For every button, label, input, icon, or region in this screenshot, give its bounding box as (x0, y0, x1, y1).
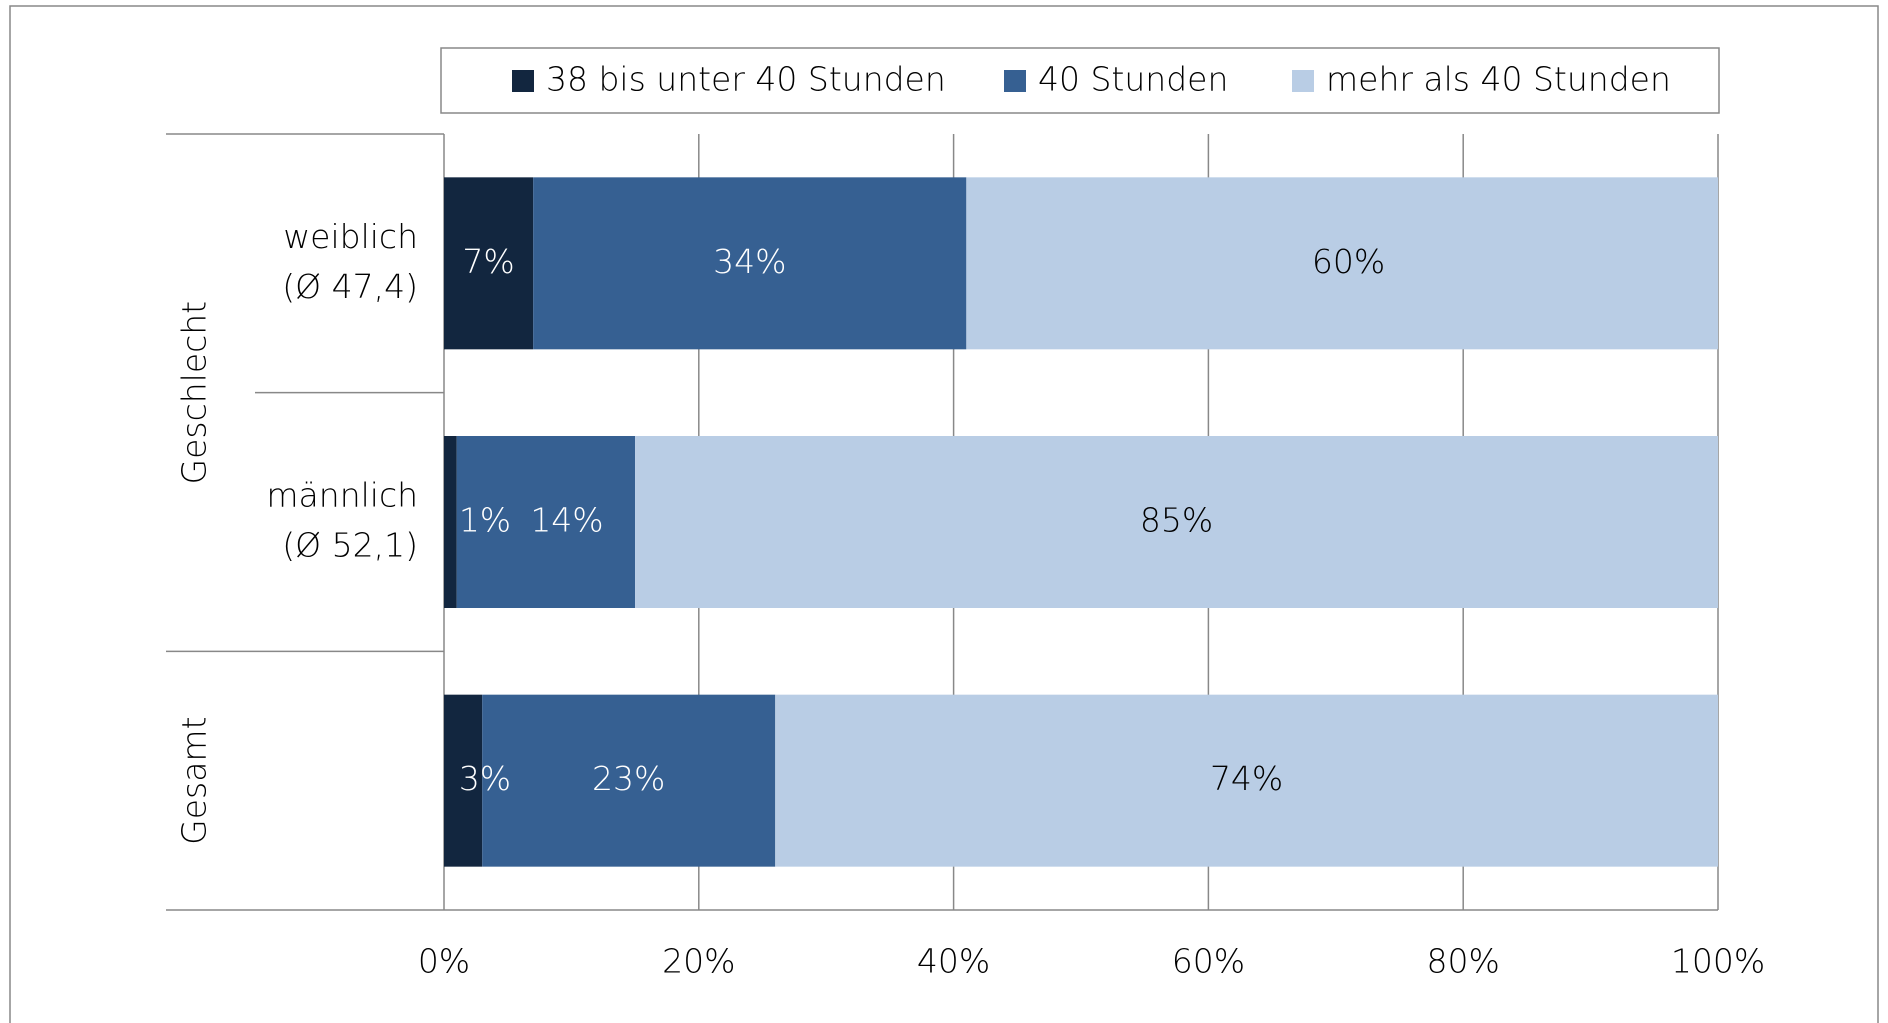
category-label: (Ø 52,1) (282, 526, 418, 565)
bar-segment (635, 436, 1718, 608)
bar-segment (444, 694, 483, 867)
bars (444, 177, 1718, 867)
bar-segment (482, 694, 776, 867)
legend-swatch (512, 70, 534, 92)
value-label: 7% (462, 242, 514, 281)
legend-swatch (1292, 70, 1314, 92)
legend-box (440, 47, 1720, 114)
category-label: männlich (266, 476, 418, 515)
group-label: Gesamt (175, 716, 214, 844)
value-label: 34% (713, 242, 786, 281)
x-tick-label: 20% (662, 942, 735, 981)
x-tick-label: 100% (1671, 942, 1765, 981)
category-label: (Ø 47,4) (282, 267, 418, 306)
legend-swatch (1004, 70, 1026, 92)
bar-segment (444, 177, 534, 350)
bar-segment (444, 436, 457, 608)
legend-label: mehr als 40 Stunden (1326, 60, 1671, 99)
legend-label: 38 bis unter 40 Stunden (546, 60, 946, 99)
group-label: Geschlecht (175, 301, 214, 485)
value-label: 3% (459, 759, 511, 798)
bar-segment (456, 436, 636, 608)
category-label: weiblich (283, 217, 418, 256)
value-label: 1% (459, 501, 511, 540)
x-tick-label: 0% (418, 942, 470, 981)
value-label: 14% (530, 501, 603, 540)
chart-border (9, 5, 1879, 1023)
legend-label: 40 Stunden (1038, 60, 1228, 99)
bar-segment (775, 694, 1718, 867)
bar-segment (533, 177, 967, 350)
x-tick-label: 60% (1172, 942, 1245, 981)
bar-segment (966, 177, 1718, 350)
value-label: 74% (1210, 759, 1283, 798)
x-tick-label: 40% (917, 942, 990, 981)
value-label: 60% (1312, 242, 1385, 281)
x-tick-label: 80% (1427, 942, 1500, 981)
value-label: 85% (1140, 501, 1213, 540)
value-label: 23% (592, 759, 665, 798)
